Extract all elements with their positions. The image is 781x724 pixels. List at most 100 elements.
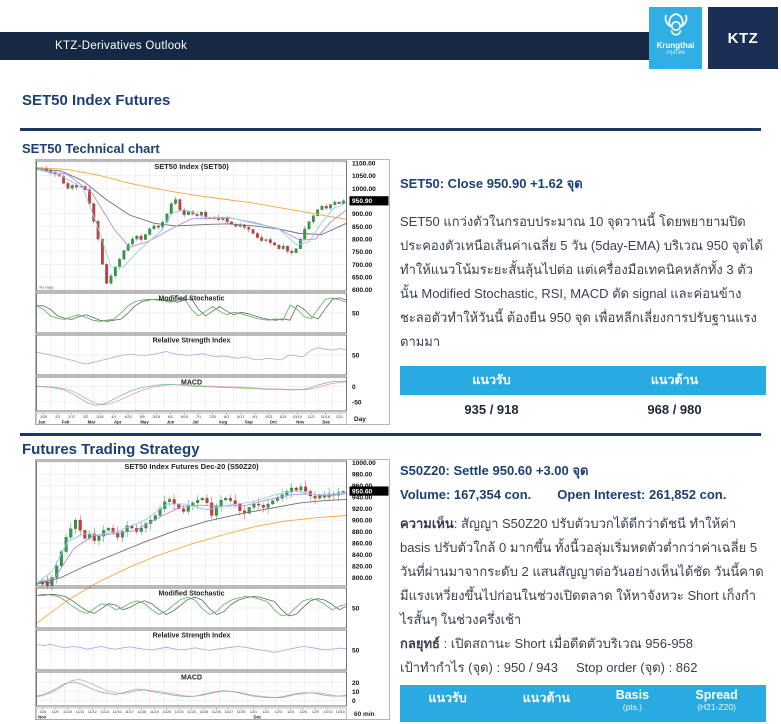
svg-text:Modified Stochastic: Modified Stochastic (158, 296, 224, 303)
ktz-logo: KTZ (708, 7, 778, 69)
resistance-header: แนวต้าน (495, 685, 598, 722)
svg-text:Day: Day (354, 416, 366, 423)
svg-text:11/9: 11/9 (52, 710, 59, 714)
svg-text:600.00: 600.00 (352, 287, 373, 294)
svg-text:12/1: 12/1 (250, 710, 257, 714)
svg-text:Jun: Jun (167, 420, 175, 425)
svg-text:Nov: Nov (296, 420, 305, 425)
svg-text:Apr: Apr (114, 420, 122, 425)
svg-text:11/10: 11/10 (63, 710, 72, 714)
svg-text:SET50 Index (SET50): SET50 Index (SET50) (154, 162, 229, 171)
svg-text:980.00: 980.00 (352, 472, 373, 479)
svg-text:11/27: 11/27 (224, 710, 233, 714)
logo-block: Krungthai กรุงไทย KTZ (649, 7, 778, 69)
strategy-text: : เปิดสถานะ Short เมื่อดีดตัวบริเวณ 956-… (439, 636, 694, 651)
basis-header: Basis (pts.) (597, 685, 668, 722)
strategy-label: กลยุทธ์ (400, 636, 440, 651)
svg-text:Modified Stochastic: Modified Stochastic (158, 591, 224, 598)
svg-text:11/16: 11/16 (113, 710, 122, 714)
table-row: 935 / 918 968 / 980 (400, 395, 766, 419)
svg-text:900.00: 900.00 (352, 517, 373, 524)
svg-text:Relative Strength Index: Relative Strength Index (153, 338, 231, 345)
report-title: KTZ-Derivatives Outlook (55, 40, 188, 52)
svg-text:Dec: Dec (322, 420, 330, 425)
svg-text:Jul: Jul (192, 420, 198, 425)
svg-text:7/1: 7/1 (196, 415, 201, 419)
krungthai-bird-icon (664, 13, 687, 36)
svg-text:SET50 Index Futures Dec-20 (S5: SET50 Index Futures Dec-20 (S50Z20) (124, 462, 259, 471)
svg-text:MACD: MACD (181, 380, 202, 387)
svg-text:820.00: 820.00 (352, 563, 373, 570)
svg-text:2/3: 2/3 (55, 415, 60, 419)
svg-text:800.00: 800.00 (352, 236, 373, 243)
futures-technical-chart: 1000.00980.00960.00940.00920.00900.00880… (35, 459, 390, 720)
krungthai-logo: Krungthai กรุงไทย (649, 7, 702, 69)
svg-text:4/20: 4/20 (124, 415, 131, 419)
svg-text:850.00: 850.00 (352, 224, 373, 231)
svg-text:-50: -50 (352, 399, 362, 406)
set50-summary: SET50: Close 950.90 +1.62 จุด SET50 แกว่… (400, 174, 766, 419)
svg-text:1000.00: 1000.00 (352, 186, 376, 193)
section-title-technical: SET50 Technical chart (22, 141, 160, 156)
svg-text:12/9: 12/9 (312, 710, 319, 714)
svg-text:950.60: 950.60 (352, 488, 373, 495)
spread-header: Spread (H21-Z20) (667, 685, 766, 722)
svg-text:1100.00: 1100.00 (352, 160, 376, 167)
svg-text:950.90: 950.90 (352, 198, 373, 205)
table-header-row: แนวรับ แนวต้าน Basis (pts.) Spread (H21-Z2… (400, 685, 766, 722)
svg-text:Aug: Aug (219, 420, 228, 425)
svg-text:0: 0 (352, 698, 356, 705)
svg-text:11/11: 11/11 (76, 710, 85, 714)
svg-text:11/24: 11/24 (187, 710, 196, 714)
svg-text:0: 0 (352, 384, 356, 391)
svg-text:12/2: 12/2 (262, 710, 269, 714)
svg-text:840.00: 840.00 (352, 552, 373, 559)
svg-text:3/16: 3/16 (96, 415, 103, 419)
table-header-row: แนวรับ แนวต้าน (400, 366, 766, 395)
resistance-value: 968 / 980 (647, 402, 702, 417)
header-bar: KTZ-Derivatives Outlook (0, 32, 661, 60)
svg-text:8/17: 8/17 (237, 415, 244, 419)
svg-text:4/1: 4/1 (111, 415, 116, 419)
svg-text:1/20: 1/20 (40, 415, 47, 419)
profit-target: เป้าทำกำไร (จุด) : 950 / 943 (400, 660, 558, 675)
svg-text:11/30: 11/30 (237, 710, 246, 714)
svg-text:900.00: 900.00 (352, 211, 373, 218)
support-header: แนวรับ (400, 685, 496, 722)
strategy-line: กลยุทธ์ : เปิดสถานะ Short เมื่อดีดตัวบริ… (400, 632, 766, 656)
svg-text:No Gaps: No Gaps (40, 286, 54, 290)
svg-text:7/20: 7/20 (209, 415, 216, 419)
svg-text:8/3: 8/3 (224, 415, 229, 419)
svg-text:10/1: 10/1 (279, 415, 286, 419)
support-header: แนวรับ (400, 366, 583, 395)
svg-text:Jan: Jan (38, 420, 46, 425)
svg-text:700.00: 700.00 (352, 262, 373, 269)
krungthai-wordmark: Krungthai (656, 41, 695, 50)
svg-text:12/3: 12/3 (275, 710, 282, 714)
svg-text:May: May (140, 420, 149, 425)
svg-text:50: 50 (352, 647, 360, 654)
svg-text:Nov: Nov (38, 715, 47, 720)
volume-value: Volume: 167,354 con. (400, 487, 532, 502)
resistance-header: แนวต้าน (583, 366, 766, 395)
svg-text:11/12: 11/12 (88, 710, 97, 714)
strategy-levels-table: แนวรับ แนวต้าน Basis (pts.) Spread (H21-Z2… (400, 685, 766, 724)
svg-text:920.00: 920.00 (352, 506, 373, 513)
svg-text:11/25: 11/25 (199, 710, 208, 714)
set50-technical-chart: 1100.00 1050.00 1000.00 900.00 850.00 800.00 7… (35, 159, 390, 425)
svg-text:12/4: 12/4 (287, 710, 294, 714)
open-interest-value: Open Interest: 261,852 con. (557, 487, 727, 502)
svg-text:11/16: 11/16 (321, 415, 330, 419)
svg-text:MACD: MACD (181, 675, 202, 682)
svg-text:11/26: 11/26 (212, 710, 221, 714)
svg-text:1000.00: 1000.00 (352, 460, 376, 467)
set50-comment-paragraph: SET50 แกว่งตัวในกรอบประมาณ 10 จุดวานนี้ … (400, 214, 763, 349)
comment-text: : สัญญา S50Z20 ปรับตัวบวกได้ดีกว่าดัชนี … (400, 516, 764, 627)
svg-text:6/1: 6/1 (168, 415, 173, 419)
svg-text:650.00: 650.00 (352, 274, 373, 281)
settle-headline: S50Z20: Settle 950.60 +3.00 จุด (400, 463, 589, 478)
comment-label: ความเห็น (400, 516, 454, 531)
svg-text:860.00: 860.00 (352, 540, 373, 547)
svg-text:50: 50 (352, 310, 360, 317)
